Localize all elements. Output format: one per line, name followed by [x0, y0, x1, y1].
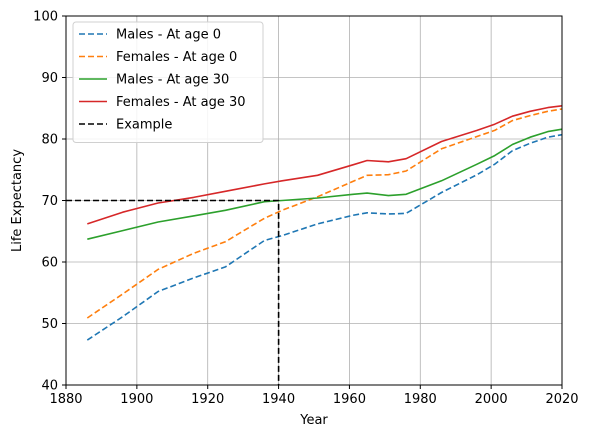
x-tick-label: 2020	[545, 392, 578, 407]
legend-label-females-at-age-0: Females - At age 0	[116, 50, 237, 65]
series-line-males-at-age-30	[87, 128, 563, 240]
y-tick-label: 90	[41, 71, 58, 86]
y-tick-label: 50	[41, 317, 58, 332]
series-line-females-at-age-30	[87, 105, 563, 225]
x-axis-label: Year	[299, 413, 328, 428]
y-tick-label: 60	[41, 256, 58, 271]
series-line-males-at-age-0	[86, 133, 563, 341]
series-line-females-at-age-0	[86, 108, 563, 319]
y-axis-label: Life Expectancy	[10, 149, 25, 252]
y-tick-label: 40	[41, 379, 58, 394]
series-lines	[66, 105, 563, 385]
x-tick-label: 1940	[262, 392, 295, 407]
legend: Males - At age 0 Females - At age 0 Males …	[72, 21, 264, 143]
x-tick-label: 1900	[120, 392, 153, 407]
y-axis-ticks: 40 50 60 70 80 90 100	[33, 10, 66, 394]
legend-label-example: Example	[116, 118, 172, 133]
legend-label-females-at-age-30: Females - At age 30	[116, 95, 246, 110]
y-tick-label: 100	[33, 10, 58, 25]
y-tick-label: 70	[41, 194, 58, 209]
x-tick-label: 1960	[333, 392, 366, 407]
x-tick-label: 1980	[404, 392, 437, 407]
legend-label-males-at-age-0: Males - At age 0	[116, 28, 221, 43]
x-tick-label: 2000	[475, 392, 508, 407]
series-line-example	[66, 199, 280, 385]
x-tick-label: 1880	[49, 392, 82, 407]
x-axis-ticks: 1880 1900 1920 1940 1960 1980 2000 2020	[49, 385, 579, 407]
y-tick-label: 80	[41, 133, 58, 148]
legend-box	[72, 21, 264, 143]
legend-label-males-at-age-30: Males - At age 30	[116, 73, 229, 88]
x-tick-label: 1920	[191, 392, 224, 407]
